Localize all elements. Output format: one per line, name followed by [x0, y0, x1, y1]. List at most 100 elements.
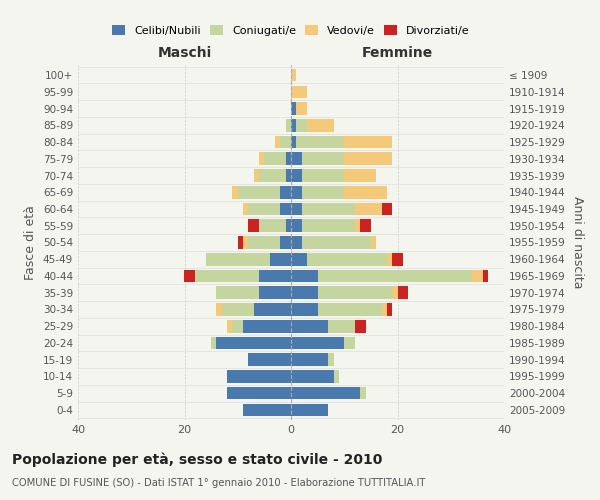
Bar: [286, 169, 291, 182]
Bar: [291, 404, 328, 416]
Bar: [291, 202, 302, 215]
Bar: [296, 119, 307, 132]
Bar: [317, 270, 472, 282]
Bar: [248, 236, 280, 249]
Bar: [344, 169, 376, 182]
Bar: [392, 286, 398, 299]
Bar: [259, 152, 265, 165]
Bar: [328, 320, 355, 332]
Bar: [291, 220, 302, 232]
Bar: [232, 320, 243, 332]
Bar: [222, 303, 254, 316]
Bar: [211, 336, 217, 349]
Bar: [206, 253, 270, 266]
Bar: [217, 303, 222, 316]
Bar: [302, 169, 344, 182]
Bar: [291, 119, 296, 132]
Bar: [254, 303, 291, 316]
Bar: [382, 202, 392, 215]
Bar: [387, 253, 392, 266]
Bar: [355, 320, 365, 332]
Bar: [307, 253, 387, 266]
Bar: [248, 202, 280, 215]
Bar: [302, 186, 344, 198]
Bar: [286, 119, 291, 132]
Bar: [217, 336, 291, 349]
Bar: [307, 119, 334, 132]
Bar: [185, 270, 195, 282]
Bar: [243, 202, 248, 215]
Bar: [344, 336, 355, 349]
Bar: [280, 202, 291, 215]
Bar: [317, 286, 392, 299]
Bar: [291, 136, 296, 148]
Bar: [291, 320, 328, 332]
Bar: [483, 270, 488, 282]
Y-axis label: Fasce di età: Fasce di età: [25, 205, 37, 280]
Bar: [259, 286, 291, 299]
Bar: [238, 186, 280, 198]
Bar: [265, 152, 286, 165]
Bar: [392, 253, 403, 266]
Bar: [398, 286, 408, 299]
Y-axis label: Anni di nascita: Anni di nascita: [571, 196, 584, 289]
Bar: [286, 220, 291, 232]
Bar: [286, 152, 291, 165]
Bar: [270, 253, 291, 266]
Bar: [291, 387, 360, 400]
Bar: [291, 186, 302, 198]
Bar: [259, 220, 286, 232]
Bar: [291, 102, 296, 115]
Bar: [355, 220, 360, 232]
Bar: [344, 152, 392, 165]
Bar: [232, 186, 238, 198]
Bar: [302, 236, 371, 249]
Bar: [280, 136, 291, 148]
Text: Femmine: Femmine: [362, 46, 433, 60]
Bar: [243, 236, 248, 249]
Bar: [259, 169, 286, 182]
Bar: [275, 136, 280, 148]
Bar: [291, 253, 307, 266]
Bar: [248, 354, 291, 366]
Bar: [227, 387, 291, 400]
Bar: [291, 69, 296, 82]
Bar: [291, 236, 302, 249]
Bar: [291, 354, 328, 366]
Bar: [291, 370, 334, 382]
Bar: [360, 220, 371, 232]
Bar: [227, 320, 232, 332]
Text: Maschi: Maschi: [157, 46, 212, 60]
Text: COMUNE DI FUSINE (SO) - Dati ISTAT 1° gennaio 2010 - Elaborazione TUTTITALIA.IT: COMUNE DI FUSINE (SO) - Dati ISTAT 1° ge…: [12, 478, 425, 488]
Bar: [227, 370, 291, 382]
Bar: [387, 303, 392, 316]
Bar: [355, 202, 382, 215]
Bar: [291, 303, 317, 316]
Bar: [328, 354, 334, 366]
Bar: [302, 152, 344, 165]
Text: Popolazione per età, sesso e stato civile - 2010: Popolazione per età, sesso e stato civil…: [12, 452, 382, 467]
Bar: [344, 186, 387, 198]
Bar: [195, 270, 259, 282]
Bar: [291, 336, 344, 349]
Bar: [291, 270, 317, 282]
Bar: [238, 236, 243, 249]
Bar: [254, 169, 259, 182]
Bar: [382, 303, 387, 316]
Bar: [259, 270, 291, 282]
Bar: [472, 270, 482, 282]
Legend: Celibi/Nubili, Coniugati/e, Vedovi/e, Divorziati/e: Celibi/Nubili, Coniugati/e, Vedovi/e, Di…: [108, 21, 474, 40]
Bar: [243, 320, 291, 332]
Bar: [248, 220, 259, 232]
Bar: [291, 286, 317, 299]
Bar: [344, 136, 392, 148]
Bar: [217, 286, 259, 299]
Bar: [334, 370, 339, 382]
Bar: [296, 102, 307, 115]
Bar: [296, 136, 344, 148]
Bar: [243, 404, 291, 416]
Bar: [302, 220, 355, 232]
Bar: [371, 236, 376, 249]
Bar: [291, 86, 307, 98]
Bar: [302, 202, 355, 215]
